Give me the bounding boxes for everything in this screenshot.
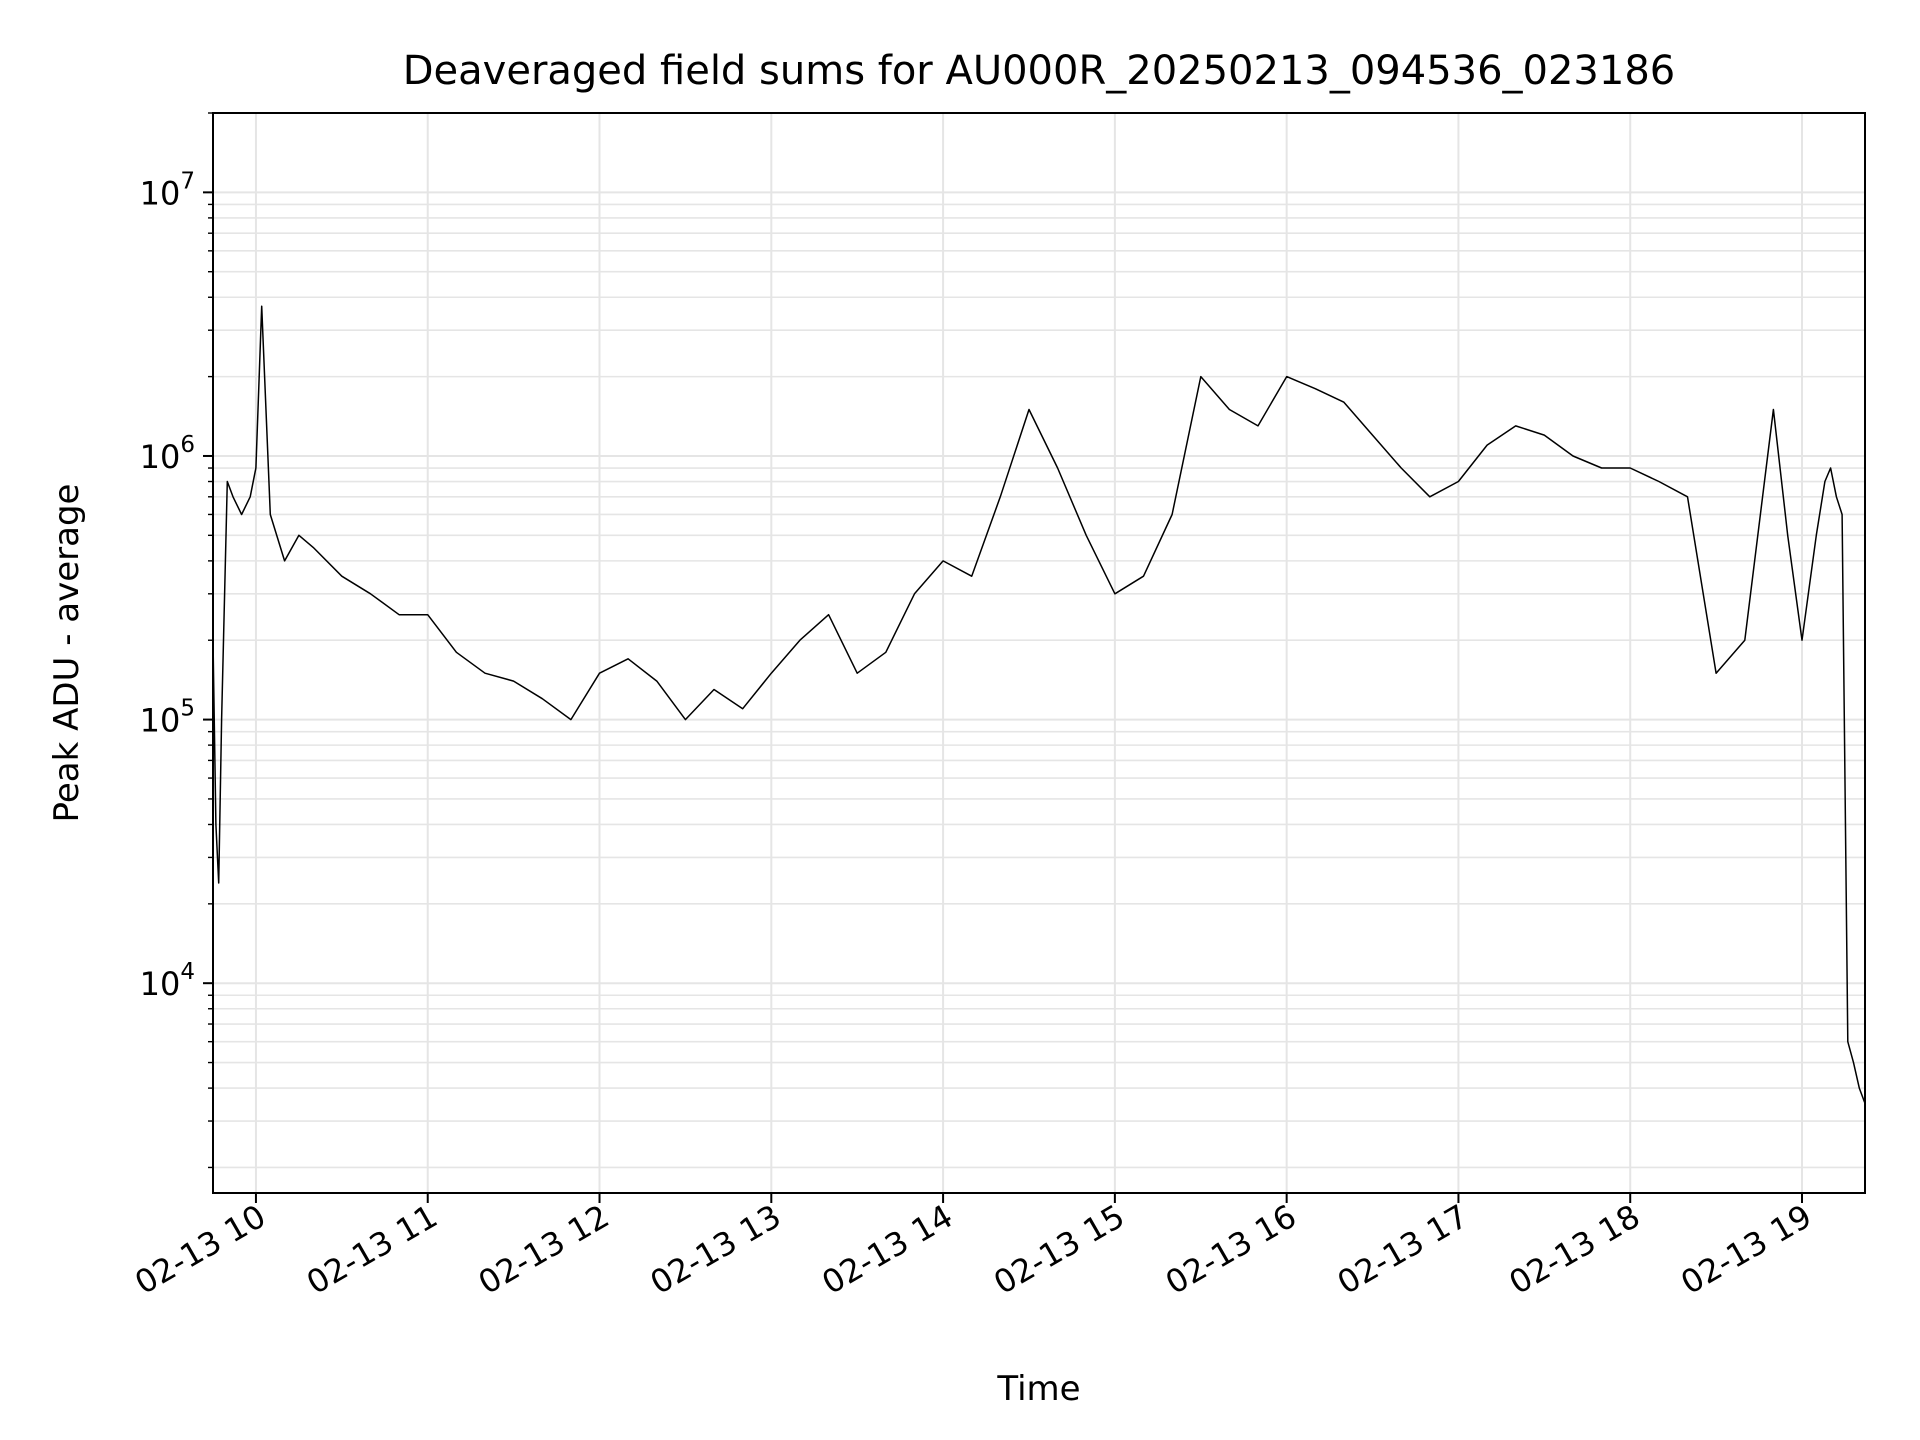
x-tick-label: 02-13 12 (472, 1197, 616, 1302)
series-layer (212, 305, 1866, 1104)
x-tick-label: 02-13 14 (815, 1197, 959, 1302)
y-tick-label: 107 (140, 168, 195, 212)
x-tick-label: 02-13 10 (128, 1197, 272, 1302)
y-tick-exponent: 6 (180, 432, 195, 458)
series-line-0 (212, 305, 1866, 1104)
x-tick-label: 02-13 16 (1159, 1197, 1303, 1302)
ticks-layer: 02-13 10 02-13 11 02-13 12 02-13 13 02-13 14… (128, 112, 1818, 1302)
x-tick-label: 02-13 13 (644, 1197, 788, 1302)
y-tick-exponent: 7 (180, 168, 195, 194)
y-tick-base: 10 (140, 438, 181, 476)
plot-frame (212, 112, 1866, 1194)
y-tick-label: 105 (140, 696, 195, 740)
chart-title: Deaveraged field sums for AU000R_2025021… (403, 48, 1675, 94)
x-axis-label: Time (996, 1369, 1080, 1409)
y-tick-base: 10 (140, 965, 181, 1003)
y-tick-base: 10 (140, 702, 181, 740)
y-tick-base: 10 (140, 174, 181, 212)
x-tick-label: 02-13 17 (1331, 1197, 1475, 1302)
y-tick-label: 106 (140, 432, 195, 476)
x-tick-label: 02-13 18 (1503, 1197, 1647, 1302)
y-axis-label: Peak ADU - average (47, 484, 87, 823)
y-tick-label: 104 (140, 959, 195, 1003)
y-tick-exponent: 5 (180, 696, 195, 722)
grid-layer (213, 112, 1865, 1193)
x-tick-label: 02-13 15 (987, 1197, 1131, 1302)
x-tick-label: 02-13 19 (1674, 1197, 1818, 1302)
x-tick-label: 02-13 11 (300, 1197, 444, 1302)
y-tick-exponent: 4 (180, 959, 195, 985)
